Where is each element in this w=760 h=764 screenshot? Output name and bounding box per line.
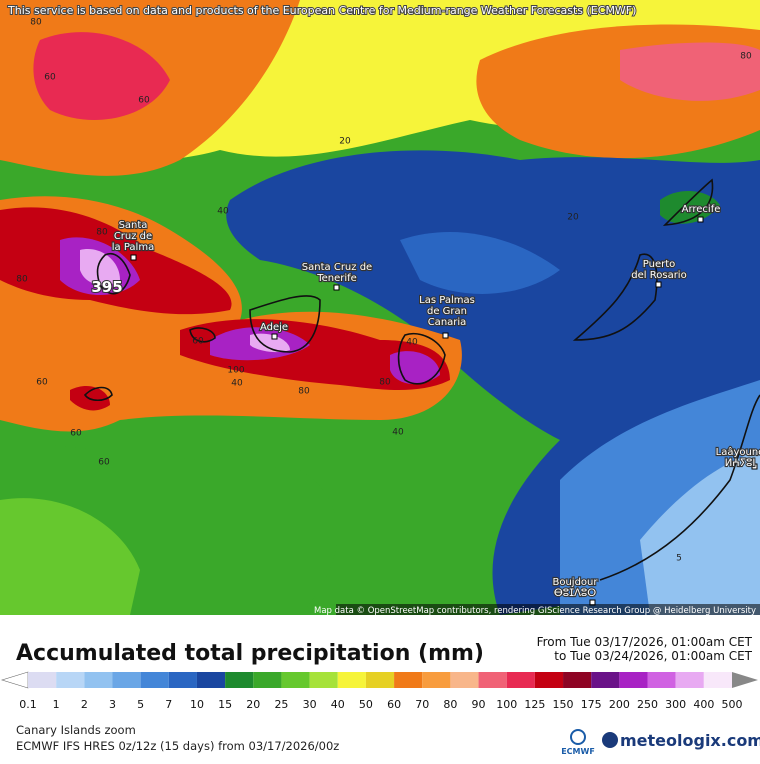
legend-swatch — [281, 672, 310, 688]
legend: 0.1 1 2 3 5 7 10 15 20 25 30 40 50 60 70 80 90 100 125 150 1… — [0, 671, 758, 711]
legend-label: 80 — [443, 698, 457, 711]
legend-swatch — [365, 672, 395, 688]
footer-model: ECMWF IFS HRES 0z/12z (15 days) from 03/… — [16, 739, 339, 753]
period-to: to Tue 03/24/2026, 01:00am CET — [554, 649, 752, 663]
attribution: Map data © OpenStreetMap contributors, r… — [314, 606, 756, 616]
legend-label: 90 — [472, 698, 486, 711]
legend-swatch — [591, 672, 620, 688]
legend-swatch — [703, 672, 732, 688]
legend-swatch — [422, 672, 451, 688]
legend-label: 40 — [331, 698, 345, 711]
contour-label: 80 — [96, 228, 108, 238]
contour-label: 100 — [227, 366, 244, 376]
legend-swatch — [112, 672, 141, 688]
legend-label: 10 — [190, 698, 204, 711]
contour-label: 60 — [44, 73, 56, 83]
place-markers — [130, 216, 758, 606]
legend-label: 2 — [81, 698, 88, 711]
legend-swatch — [506, 672, 535, 688]
legend-swatch — [309, 672, 338, 688]
place-label: Laâyoune ⵍⵄⵢⵓⵏ — [716, 446, 760, 469]
legend-swatch — [619, 672, 648, 688]
contour-label: 60 — [70, 429, 82, 439]
contour-label: 40 — [392, 428, 404, 438]
legend-label: 125 — [524, 698, 545, 711]
contour-label: 60 — [192, 337, 204, 347]
legend-label: 100 — [496, 698, 517, 711]
legend-arrow-high — [732, 672, 758, 688]
map: Santa Cruz de la Palma Santa Cruz de Tenerif… — [0, 0, 760, 616]
legend-label: 250 — [637, 698, 658, 711]
legend-label: 175 — [581, 698, 602, 711]
contour-label: 80 — [379, 378, 391, 388]
legend-label: 1 — [53, 698, 60, 711]
legend-label: 400 — [693, 698, 714, 711]
legend-label: 3 — [109, 698, 116, 711]
legend-swatch — [647, 672, 676, 688]
legend-swatch — [394, 672, 423, 688]
period-from: From Tue 03/17/2026, 01:00am CET — [537, 635, 753, 649]
place-label: Boujdour ⴱⵓⵊⴷⵓⵔ — [552, 577, 598, 599]
place-label: Puerto del Rosario — [631, 259, 686, 281]
legend-swatch — [28, 672, 57, 688]
contour-label: 20 — [567, 213, 579, 223]
place-label: Arrecife — [682, 204, 721, 215]
legend-swatch — [253, 672, 282, 688]
ecmwf-logo: ECMWF — [561, 747, 595, 756]
ecmwf-notice: This service is based on data and produc… — [7, 4, 636, 17]
contour-label: 40 — [231, 379, 243, 389]
legend-label: 300 — [665, 698, 686, 711]
legend-arrow-low — [0, 671, 29, 689]
legend-swatch — [337, 672, 366, 688]
contour-label: 60 — [36, 378, 48, 388]
legend-swatch — [563, 672, 592, 688]
legend-swatch — [56, 672, 85, 688]
legend-label: 500 — [722, 698, 743, 711]
contour-label: 40 — [406, 338, 418, 348]
legend-swatch — [140, 672, 169, 688]
footer-region: Canary Islands zoom — [16, 723, 136, 737]
place-label: Las Palmas de Gran Canaria — [419, 295, 475, 328]
legend-swatch — [168, 672, 197, 688]
legend-swatch — [478, 672, 507, 688]
legend-swatch — [84, 672, 113, 688]
legend-label: 20 — [246, 698, 260, 711]
legend-label: 25 — [274, 698, 288, 711]
legend-label: 200 — [609, 698, 630, 711]
legend-label: 60 — [387, 698, 401, 711]
place-label: Santa Cruz de la Palma — [112, 220, 154, 253]
contour-label: 40 — [217, 207, 229, 217]
contour-label: 60 — [98, 458, 110, 468]
chart-title: Accumulated total precipitation (mm) — [16, 641, 484, 666]
legend-swatch — [196, 672, 226, 688]
legend-label: 0.1 — [19, 698, 37, 711]
legend-label: 15 — [218, 698, 232, 711]
contour-label: 20 — [339, 137, 351, 147]
legend-label: 5 — [137, 698, 144, 711]
contour-label: 60 — [138, 96, 150, 106]
legend-label: 70 — [415, 698, 429, 711]
max-label: 395 — [91, 278, 122, 296]
place-label: Adeje — [260, 322, 288, 333]
legend-label: 50 — [359, 698, 373, 711]
legend-swatch — [450, 672, 479, 688]
legend-swatch — [534, 672, 564, 688]
place-label: Santa Cruz de Tenerife — [302, 262, 372, 284]
contour-label: 80 — [298, 387, 310, 397]
legend-swatch — [225, 672, 254, 688]
contour-label: 80 — [16, 275, 28, 285]
legend-label: 30 — [303, 698, 317, 711]
legend-label: 150 — [553, 698, 574, 711]
legend-label: 7 — [165, 698, 172, 711]
contour-label: 80 — [740, 52, 752, 62]
legend-swatch — [675, 672, 704, 688]
site-logo: meteologix.com — [620, 731, 760, 750]
contour-label: 80 — [30, 18, 42, 28]
contour-label: 5 — [676, 554, 682, 564]
